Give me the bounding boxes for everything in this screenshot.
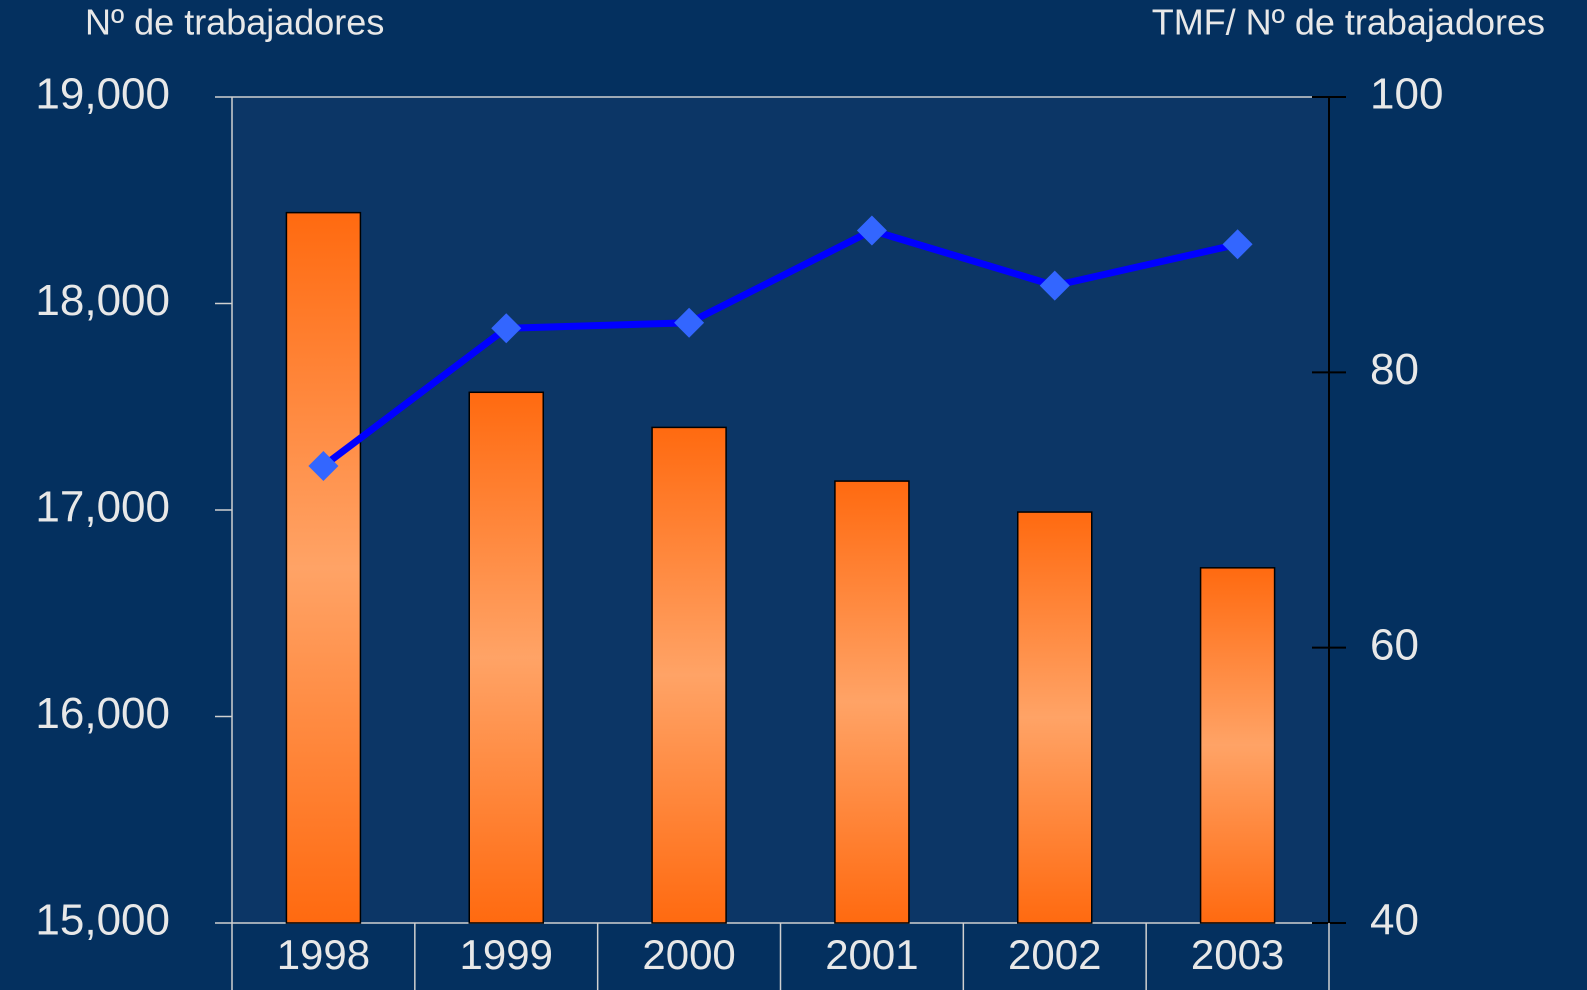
bar: [651, 426, 727, 924]
x-tick-label: 1999: [460, 931, 553, 978]
line-marker: [1039, 270, 1070, 301]
bar: [1199, 567, 1276, 924]
bar: [834, 480, 910, 924]
y2-tick-label: 60: [1370, 620, 1419, 669]
y-tick-label: 18,000: [35, 276, 170, 325]
bar: [285, 211, 362, 924]
y-tick-label: 17,000: [35, 483, 170, 532]
line-marker: [308, 450, 339, 481]
plot-area: [232, 97, 1329, 923]
line: [321, 226, 1239, 469]
y-axis-title: Nº de trabajadores: [85, 2, 384, 43]
line-marker: [674, 307, 705, 338]
y2-tick-label: 40: [1370, 896, 1419, 945]
bar: [468, 391, 544, 924]
y2-axis-title: TMF/ Nº de trabajadores: [1152, 2, 1545, 43]
line-marker: [1222, 229, 1253, 260]
x-tick-label: 2000: [642, 931, 735, 978]
line-marker: [491, 313, 522, 344]
line-marker: [856, 215, 887, 246]
y-tick-label: 19,000: [35, 70, 170, 119]
x-tick-label: 2002: [1008, 931, 1101, 978]
bar: [1017, 511, 1093, 924]
y-tick-label: 16,000: [35, 689, 170, 738]
x-tick-label: 2003: [1191, 931, 1284, 978]
y-tick-label: 15,000: [35, 896, 170, 945]
x-tick-label: 1998: [277, 931, 370, 978]
x-tick-label: 2001: [825, 931, 918, 978]
y2-tick-label: 100: [1370, 70, 1443, 119]
y2-tick-label: 80: [1370, 345, 1419, 394]
